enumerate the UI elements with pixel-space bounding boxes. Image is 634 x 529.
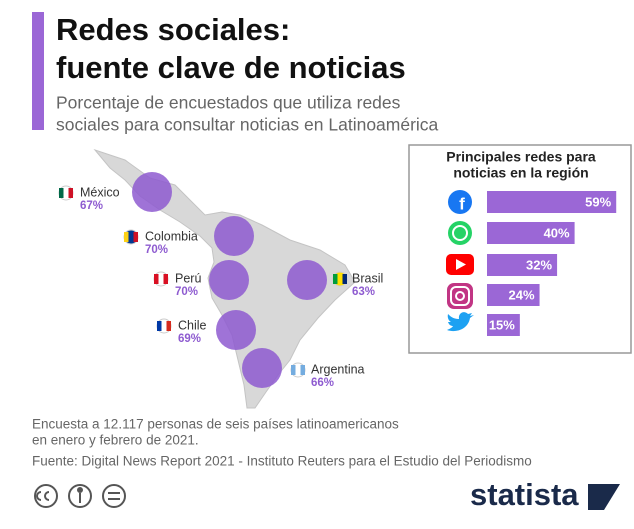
chart-box [408, 144, 632, 354]
flag-band [163, 274, 168, 284]
country-bubble [214, 216, 254, 256]
title-line: Redes sociales: [56, 12, 290, 47]
bar-label: 24% [509, 287, 535, 302]
bar [487, 314, 520, 336]
bar-label: 40% [544, 225, 570, 240]
country-name: Chile [178, 318, 207, 332]
icon-youtube [446, 254, 474, 275]
footnote-line: en enero y febrero de 2021. [32, 433, 199, 448]
country-bubble [216, 310, 256, 350]
country-name: México [80, 185, 120, 199]
country-name: Colombia [145, 229, 198, 243]
flag [332, 271, 348, 287]
icon-whatsapp [448, 221, 472, 245]
bar-label: 15% [489, 317, 515, 332]
map: México67%Colombia70%Perú70%Brasil63%Chil… [58, 172, 383, 389]
flag [153, 271, 169, 287]
flag-band [59, 188, 64, 198]
bar [487, 254, 558, 276]
icon-facebook: f [448, 190, 472, 214]
flag-band [333, 274, 338, 284]
bars: 59% 40% 32% 24% 15% [487, 191, 617, 336]
flag-band [342, 274, 347, 284]
flag-band [133, 232, 138, 242]
flag-band [300, 365, 305, 375]
logo: statista [470, 477, 579, 512]
bar [487, 284, 540, 306]
country-value: 69% [178, 333, 201, 345]
country-bubble [287, 260, 327, 300]
country-bubble [132, 172, 172, 212]
country-bubble [242, 348, 282, 388]
icon-twitter [447, 312, 474, 332]
flag-band [68, 188, 73, 198]
accent-bar [32, 12, 44, 130]
country-name: Perú [175, 271, 201, 285]
country-value: 70% [175, 286, 198, 298]
flag-band [154, 274, 159, 284]
country-value: 67% [80, 200, 103, 212]
bar [487, 191, 617, 213]
svg-text:f: f [459, 194, 465, 213]
footnote-line: Encuesta a 12.117 personas de seis paíse… [32, 417, 399, 432]
subtitle-line: sociales para consultar noticias en Lati… [56, 115, 439, 135]
chart-title-line: Principales redes para [446, 149, 596, 165]
bar-label: 32% [526, 257, 552, 272]
flag-band [291, 365, 296, 375]
subtitle-line: Porcentaje de encuestados que utiliza re… [56, 93, 401, 113]
bar [487, 222, 575, 244]
country-value: 66% [311, 377, 334, 389]
country-bubble [209, 260, 249, 300]
source: Fuente: Digital News Report 2021 - Insti… [32, 454, 532, 469]
chart-title-line: noticias en la región [453, 165, 588, 181]
flag [123, 229, 139, 245]
icon-instagram [447, 283, 473, 309]
title-line: fuente clave de noticias [56, 50, 406, 85]
country-value: 70% [145, 244, 168, 256]
flag [156, 318, 172, 334]
country-value: 63% [352, 286, 375, 298]
flag [290, 362, 306, 378]
logo-mark [588, 484, 620, 510]
bar-label: 59% [585, 194, 611, 209]
flag-band [124, 232, 129, 242]
country-name: Brasil [352, 271, 383, 285]
flag [58, 185, 74, 201]
flag-band [157, 321, 162, 331]
country-name: Argentina [311, 362, 365, 376]
flag-band [166, 321, 171, 331]
license-icons [34, 484, 126, 508]
